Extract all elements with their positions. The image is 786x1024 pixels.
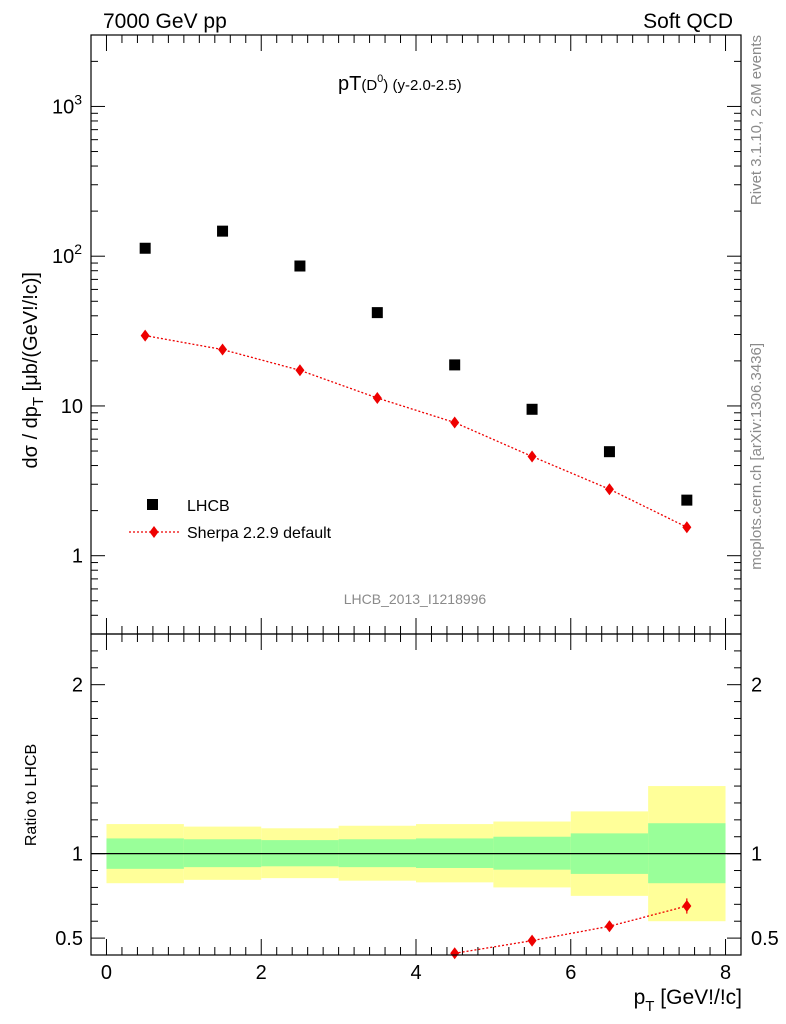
ratio-sherpa-point xyxy=(604,920,614,933)
lhcb-point xyxy=(294,260,306,272)
x-tick-label: 2 xyxy=(256,962,267,984)
sherpa-point xyxy=(140,329,150,342)
main-plot-frame xyxy=(90,34,742,635)
analysis-watermark: LHCB_2013_I1218996 xyxy=(344,591,487,607)
legend-sherpa-label: Sherpa 2.2.9 default xyxy=(187,525,332,542)
ratio-y-tick-label-right: 0.5 xyxy=(751,928,779,950)
y-axis-label: dσ / dpT [μb/(GeV!/!c)] xyxy=(20,272,47,468)
y-tick-label: 10 xyxy=(61,396,83,418)
ratio-y-tick-label-left: 1 xyxy=(72,844,83,866)
xlabel-b: [GeV!/!c] xyxy=(654,986,742,1009)
header-energy: 7000 GeV pp xyxy=(103,10,227,33)
mcplots-label: mcplots.cern.ch [arXiv:1306.3436] xyxy=(748,343,765,570)
sherpa-point xyxy=(218,343,228,356)
ylabel-sub: T xyxy=(30,397,47,406)
y-tick-label: 102 xyxy=(52,241,82,268)
title-close: ) xyxy=(383,77,388,94)
ratio-sherpa-line xyxy=(454,905,687,954)
x-tick-label: 6 xyxy=(565,962,576,984)
title-rest: (y-2.0-2.5) xyxy=(388,77,461,94)
x-tick-label: 0 xyxy=(101,962,112,984)
ratio-sherpa-point xyxy=(450,947,460,960)
ratio-y-tick-label-left: 2 xyxy=(72,675,83,697)
sherpa-line xyxy=(145,334,688,528)
ratio-y-tick-label-left: 0.5 xyxy=(55,928,83,950)
main-plot: 1 10 102 103 LHCB Sherpa 2.2.9 default xyxy=(52,34,742,635)
ratio-y-axis-label: Ratio to LHCB xyxy=(23,744,40,846)
legend-sherpa-marker xyxy=(149,526,159,538)
lhcb-point xyxy=(681,494,693,506)
ratio-y-tick-label-right: 1 xyxy=(751,844,762,866)
sherpa-point xyxy=(527,450,537,463)
xlabel-a: p xyxy=(634,986,646,1009)
lhcb-point xyxy=(139,242,151,254)
xlabel-sub: T xyxy=(645,998,654,1015)
ratio-sherpa-point xyxy=(682,900,692,913)
lhcb-point xyxy=(217,225,229,237)
legend-lhcb-label: LHCB xyxy=(187,498,230,515)
ylabel-b: [μb/(GeV!/!c)] xyxy=(20,272,42,397)
sherpa-point xyxy=(450,416,460,429)
y-tick-label: 103 xyxy=(52,91,82,118)
sherpa-point xyxy=(372,392,382,405)
lhcb-point xyxy=(449,359,461,371)
main-plot-title: pT(D0) (y-2.0-2.5) xyxy=(338,73,462,95)
title-sup: 0 xyxy=(377,73,383,85)
sherpa-point xyxy=(682,521,692,534)
lhcb-point xyxy=(371,307,383,319)
header-process: Soft QCD xyxy=(643,10,733,33)
x-tick-label: 8 xyxy=(720,962,731,984)
sherpa-point xyxy=(604,483,614,496)
legend-lhcb-marker xyxy=(147,499,158,510)
ratio-plot: 0.5 0.5 1 1 2 2 0 2 4 6 8 xyxy=(55,633,779,984)
x-tick-label: 4 xyxy=(410,962,421,984)
title-open: (D xyxy=(361,77,377,94)
sherpa-point xyxy=(295,364,305,377)
ylabel-a: dσ / dp xyxy=(20,406,42,468)
title-main: pT xyxy=(338,73,361,95)
ratio-sherpa-point xyxy=(527,934,537,947)
rivet-version-label: Rivet 3.1.10, 2.6M events xyxy=(748,35,765,205)
lhcb-point xyxy=(526,403,538,415)
ratio-plot-frame xyxy=(90,633,742,956)
lhcb-point xyxy=(603,446,615,458)
y-tick-label: 1 xyxy=(72,546,83,568)
ratio-y-tick-label-right: 2 xyxy=(751,675,762,697)
x-axis-label: pT [GeV!/!c] xyxy=(634,986,742,1015)
